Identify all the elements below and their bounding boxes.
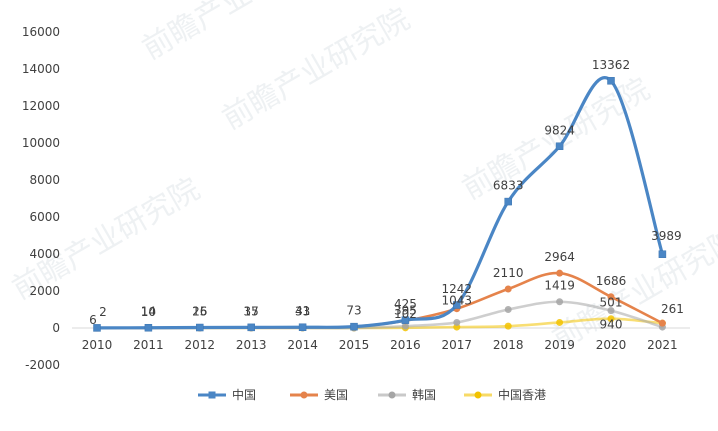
legend-swatch-marker bbox=[475, 392, 482, 399]
data-label: 940 bbox=[600, 318, 623, 332]
legend-label: 美国 bbox=[324, 388, 348, 402]
y-tick-label: 16000 bbox=[22, 25, 60, 39]
data-label: 2964 bbox=[544, 250, 575, 264]
y-tick-label: 6000 bbox=[29, 210, 60, 224]
data-label: 2 bbox=[99, 305, 107, 319]
x-tick-label: 2021 bbox=[647, 338, 678, 352]
legend-item: 美国 bbox=[290, 388, 348, 402]
x-tick-label: 2017 bbox=[442, 338, 473, 352]
data-point bbox=[453, 319, 460, 326]
data-point bbox=[505, 285, 512, 292]
y-tick-label: 12000 bbox=[22, 99, 60, 113]
data-point bbox=[299, 324, 306, 331]
legend-label: 韩国 bbox=[412, 387, 436, 402]
x-tick-label: 2016 bbox=[390, 338, 421, 352]
data-point bbox=[248, 324, 255, 331]
data-label: 6833 bbox=[493, 179, 524, 193]
legend-item: 中国香港 bbox=[464, 387, 546, 402]
legend-swatch-marker bbox=[301, 392, 308, 399]
data-point bbox=[505, 198, 512, 205]
data-label: 2110 bbox=[493, 266, 524, 280]
data-label: 1043 bbox=[442, 294, 473, 308]
y-tick-label: 4000 bbox=[29, 247, 60, 261]
data-label: 261 bbox=[661, 302, 684, 316]
watermark-text: 前瞻产业研究院 bbox=[457, 72, 656, 207]
data-label: 1419 bbox=[544, 279, 575, 293]
x-tick-label: 2015 bbox=[339, 338, 370, 352]
data-label: 6 bbox=[89, 313, 97, 327]
data-point bbox=[351, 323, 358, 330]
x-tick-label: 2014 bbox=[287, 338, 318, 352]
legend: 中国 美国 韩国 中国香港 bbox=[198, 387, 546, 402]
data-label: 15 bbox=[192, 305, 207, 319]
x-tick-label: 2011 bbox=[133, 338, 164, 352]
watermark-text: 前瞻产业研究院 bbox=[217, 2, 416, 137]
data-label: 9824 bbox=[544, 123, 575, 137]
data-label: 73 bbox=[346, 304, 361, 318]
data-point bbox=[608, 77, 615, 84]
data-point bbox=[145, 324, 152, 331]
data-label: 33 bbox=[295, 304, 310, 318]
data-point bbox=[196, 324, 203, 331]
y-tick-label: 8000 bbox=[29, 173, 60, 187]
data-point bbox=[505, 323, 512, 330]
y-tick-label: 10000 bbox=[22, 136, 60, 150]
x-tick-label: 2018 bbox=[493, 338, 524, 352]
legend-swatch-marker bbox=[389, 392, 396, 399]
x-tick-label: 2010 bbox=[82, 338, 113, 352]
data-label: 10 bbox=[141, 305, 156, 319]
y-tick-label: -2000 bbox=[25, 358, 60, 372]
data-label: 501 bbox=[600, 296, 623, 310]
data-point bbox=[505, 306, 512, 313]
data-point bbox=[556, 270, 563, 277]
data-point bbox=[556, 143, 563, 150]
y-tick-label: 0 bbox=[52, 321, 60, 335]
y-tick-label: 14000 bbox=[22, 62, 60, 76]
data-point bbox=[659, 320, 666, 327]
data-label: 1686 bbox=[596, 274, 627, 288]
legend-item: 中国 bbox=[198, 387, 256, 402]
data-point bbox=[556, 319, 563, 326]
data-point bbox=[556, 298, 563, 305]
y-tick-label: 2000 bbox=[29, 284, 60, 298]
data-label: 13362 bbox=[592, 58, 630, 72]
data-label: 3989 bbox=[651, 229, 682, 243]
x-tick-label: 2013 bbox=[236, 338, 267, 352]
legend-item: 韩国 bbox=[378, 387, 436, 402]
x-tick-label: 2012 bbox=[185, 338, 216, 352]
x-tick-label: 2019 bbox=[544, 338, 575, 352]
legend-swatch-marker bbox=[209, 392, 216, 399]
data-point bbox=[659, 251, 666, 258]
legend-label: 中国 bbox=[232, 387, 256, 402]
data-label: 102 bbox=[394, 307, 417, 321]
legend-label: 中国香港 bbox=[498, 387, 546, 402]
data-label: 17 bbox=[244, 305, 259, 319]
x-tick-label: 2020 bbox=[596, 338, 627, 352]
